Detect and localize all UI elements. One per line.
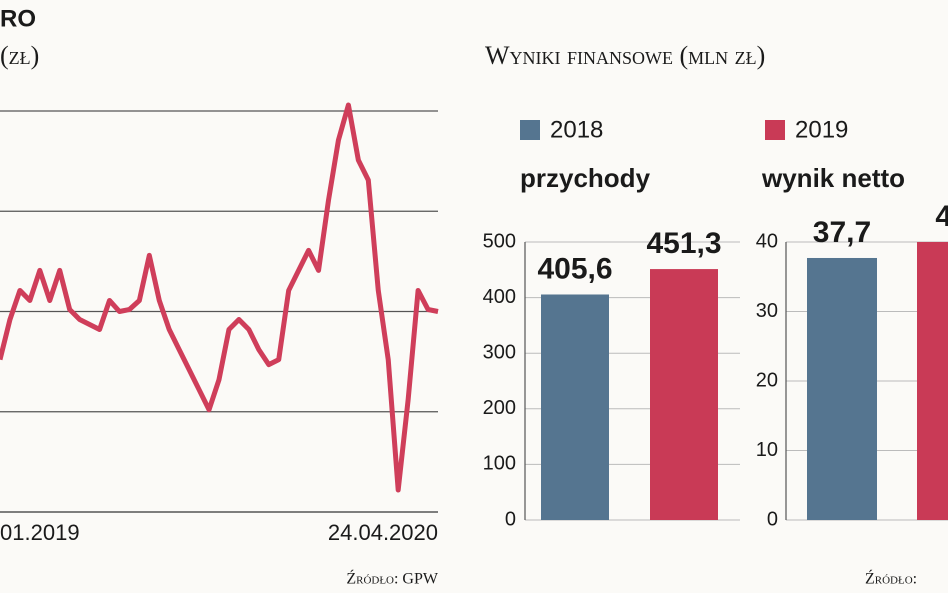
bar — [541, 294, 609, 520]
bar-chart-title: przychody — [520, 163, 651, 193]
y-tick-label: 40 — [756, 230, 778, 252]
value-label: 37,7 — [813, 216, 871, 249]
legend-label: 2019 — [795, 116, 848, 143]
y-tick-label: 300 — [483, 341, 516, 363]
y-tick-label: 0 — [505, 508, 516, 530]
bar — [917, 242, 948, 520]
y-tick-label: 400 — [483, 286, 516, 308]
line-subtitle: (zł) — [0, 41, 39, 70]
x-tick-label: 01.2019 — [0, 520, 80, 545]
price-line — [0, 102, 439, 493]
line-title: RO — [0, 5, 36, 32]
y-tick-label: 100 — [483, 453, 516, 475]
value-label: 451,3 — [646, 227, 721, 260]
legend-label: 2018 — [550, 116, 603, 143]
y-tick-label: 500 — [483, 230, 516, 252]
y-tick-label: 0 — [767, 508, 778, 530]
y-tick-label: 10 — [756, 439, 778, 461]
bar — [650, 269, 718, 520]
legend-swatch — [765, 120, 785, 140]
x-tick-label: 24.04.2020 — [328, 520, 438, 545]
value-label: 40 — [935, 200, 948, 233]
source: Źródło: GPW — [346, 569, 439, 588]
legend-swatch — [520, 120, 540, 140]
y-tick-label: 20 — [756, 369, 778, 391]
bar-chart-title: wynik netto — [761, 163, 905, 193]
bar — [807, 257, 877, 520]
group-title: Wyniki finansowe (mln zł) — [485, 41, 765, 70]
value-label: 405,6 — [537, 252, 612, 285]
y-tick-label: 200 — [483, 397, 516, 419]
y-tick-label: 30 — [756, 300, 778, 322]
source: Źródło: — [865, 569, 917, 588]
